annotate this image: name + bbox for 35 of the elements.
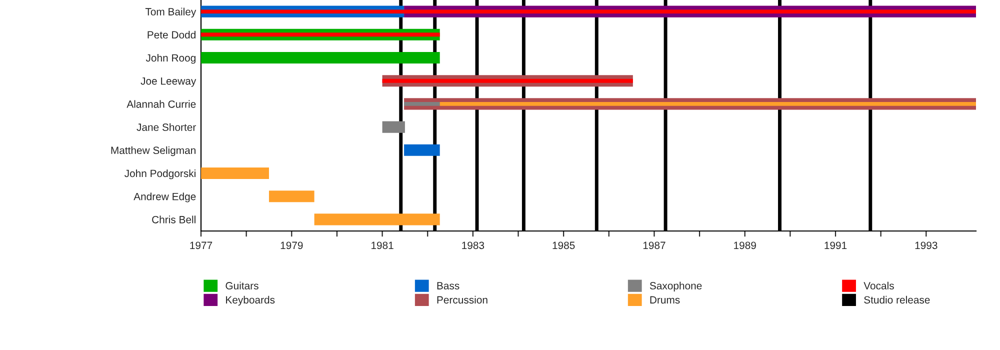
legend-label: Drums: [650, 296, 680, 304]
legend-label: Studio release: [864, 296, 930, 304]
bar: [201, 167, 269, 180]
y-tick-label: John Podgorski: [124, 169, 196, 180]
x-tick-label: 1987: [643, 242, 666, 250]
y-tick-label: Alannah Currie: [126, 100, 196, 108]
x-tick-label: 1981: [371, 242, 394, 250]
bar: [201, 52, 440, 64]
legend-label: Guitars: [226, 282, 258, 290]
x-tick-label: 1985: [552, 242, 575, 250]
bar: [314, 214, 440, 226]
y-tick-label: Jane Shorter: [136, 123, 196, 131]
x-tick-label: 1977: [190, 242, 212, 250]
bar: [404, 144, 440, 156]
y-tick-label: Pete Dodd: [148, 30, 196, 39]
legend-label: Percussion: [437, 296, 488, 304]
x-tick-label: 1983: [462, 242, 484, 250]
legend-label: Saxophone: [650, 282, 702, 292]
x-tick-label: 1989: [734, 242, 756, 250]
x-tick-label: 1991: [824, 242, 847, 250]
y-tick-label: Chris Bell: [152, 216, 196, 224]
legend-label: Bass: [437, 282, 460, 290]
y-tick-label: Andrew Edge: [134, 192, 196, 202]
y-tick-label: Matthew Seligman: [111, 146, 196, 156]
legend-label: Vocals: [864, 282, 894, 290]
y-tick-label: Tom Bailey: [145, 8, 196, 18]
bar: [268, 190, 314, 202]
legend-label: Keyboards: [226, 296, 275, 306]
x-tick-label: 1993: [915, 242, 938, 250]
x-tick-label: 1979: [280, 242, 303, 250]
bar: [201, 10, 976, 14]
bar: [201, 32, 440, 37]
y-tick-label: John Roog: [146, 54, 196, 64]
y-tick-label: Joe Leeway: [140, 77, 196, 87]
bar: [382, 78, 633, 83]
